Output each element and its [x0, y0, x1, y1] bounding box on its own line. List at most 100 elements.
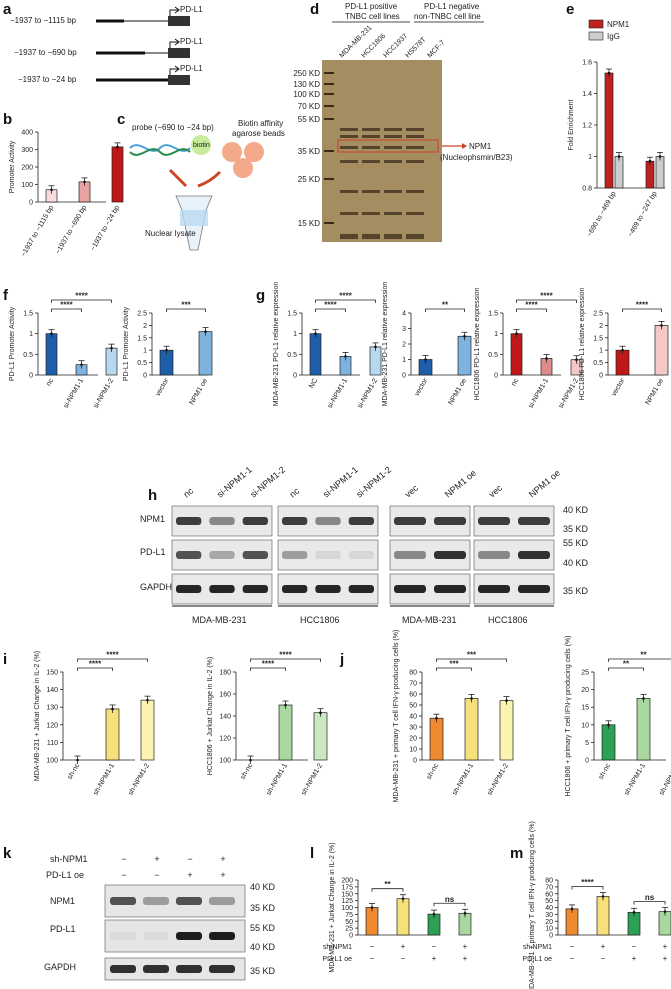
gel-marker-label: 250 KD — [293, 69, 320, 78]
y-tick-label: 100 — [21, 182, 33, 189]
ladder-band — [324, 150, 334, 152]
blot-band — [282, 585, 308, 593]
x-tick-label: −469 to −247 bp — [627, 190, 659, 238]
data-point — [83, 180, 86, 184]
y-tick-label: 120 — [219, 736, 231, 743]
sig-label: *** — [449, 660, 459, 669]
sig-label: ** — [442, 301, 449, 310]
sign-mark: + — [663, 954, 668, 963]
row-label-gapdh: GAPDH — [140, 582, 172, 592]
bar — [499, 700, 514, 761]
x-tick-label: sh-NPM1-2 — [127, 762, 151, 796]
data-point — [424, 358, 427, 361]
y-tick-label: 10 — [545, 926, 553, 933]
x-tick-label: sh-NPM1-1 — [92, 762, 116, 796]
sign-mark: − — [401, 954, 406, 963]
probe-label: probe (−690 to −24 bp) — [132, 123, 214, 132]
sign-mark: + — [663, 942, 668, 951]
blot-band — [176, 551, 202, 559]
data-point — [642, 697, 645, 700]
bar — [636, 698, 651, 761]
k-sign-oe: − — [121, 870, 126, 880]
chart-f1: 0 0.5 1 1.5 PD-L1 Promoter Activity nc si-NPM1… — [9, 292, 118, 410]
bar — [654, 325, 669, 376]
npm1-band-box — [337, 139, 439, 153]
sig-label: ** — [384, 880, 391, 889]
sign-mark: + — [463, 942, 468, 951]
panel-k-western: sh-NPM1 PD-L1 oe − + − + − − + + NPM1 PD-L1 GAP… — [44, 854, 276, 981]
y-tick-label: 0 — [349, 933, 353, 940]
sig-label: **** — [262, 660, 275, 669]
marker-55kd: 55 KD — [563, 538, 589, 548]
y-tick-label: 30 — [409, 725, 417, 732]
bar — [596, 896, 610, 936]
gel-marker-label: 130 KD — [293, 80, 320, 89]
data-point — [505, 699, 508, 702]
gel-band — [384, 160, 402, 163]
data-point — [607, 71, 611, 75]
y-tick-label: 1 — [494, 331, 498, 338]
sign-mark: + — [401, 942, 406, 951]
chart-b: 0 100 200 300 400 Promoter Activity −1937 to −… — [9, 130, 124, 258]
k-sign-sh: + — [154, 854, 159, 864]
group-neg-label: PD-L1 negative — [424, 2, 480, 11]
blot-band — [176, 517, 202, 525]
y-tick-label: 0 — [29, 200, 33, 207]
sig-label: **** — [60, 301, 73, 310]
data-point — [575, 358, 578, 362]
x-tick-label: sh-NPM1-2 — [486, 762, 510, 796]
x-tick-label: sh-nc — [240, 762, 255, 781]
sig-label: **** — [324, 301, 337, 310]
gene-box-2 — [168, 48, 190, 58]
data-point — [374, 345, 377, 349]
blot-band — [348, 585, 374, 593]
sign-mark: − — [601, 954, 606, 963]
gel-band — [384, 128, 402, 131]
blot-band — [434, 551, 466, 559]
blot-lane-label: NPM1 oe — [527, 468, 562, 500]
y-tick-label: 100 — [219, 758, 231, 765]
x-tick-label: −1937 to −1115 bp — [20, 204, 55, 258]
ladder-band — [324, 118, 334, 120]
lysate-label: Nuclear lysate — [145, 229, 196, 238]
x-tick-label: sh-NPM1-2 — [658, 762, 671, 796]
bar — [105, 708, 120, 761]
sig-label: ** — [623, 660, 630, 669]
panel-label-i: i — [3, 651, 7, 668]
blot-band — [518, 517, 550, 525]
blot-lane-label: nc — [182, 485, 196, 499]
k-marker-40kd: 40 KD — [250, 882, 276, 892]
data-point — [658, 155, 662, 158]
row-label-npm1: NPM1 — [140, 514, 165, 524]
sign-mark: + — [432, 954, 437, 963]
gel-band — [362, 135, 380, 138]
bar — [604, 72, 614, 189]
bar — [313, 712, 328, 761]
x-tick-label: si-NPM1-2 — [93, 377, 116, 409]
bar — [105, 347, 118, 376]
y-tick-label: 30 — [545, 912, 553, 919]
legend-swatch — [588, 31, 604, 41]
ladder-band — [324, 222, 334, 224]
data-point — [116, 145, 119, 149]
y-tick-label: 125 — [341, 898, 353, 905]
data-point — [319, 711, 322, 714]
data-point — [617, 155, 621, 158]
y-tick-label: 1 — [402, 357, 406, 364]
gel-band — [384, 146, 402, 149]
data-point — [110, 346, 113, 350]
gel-band — [406, 146, 424, 149]
beads-label-2: agarose beads — [232, 129, 285, 138]
bar — [396, 898, 410, 936]
x-tick-label: sh-nc — [426, 762, 441, 781]
gel-band — [406, 212, 424, 215]
data-point — [663, 910, 667, 913]
sig-label: **** — [636, 301, 649, 310]
y-tick-label: 0.8 — [582, 186, 592, 193]
k-blot-band — [176, 932, 202, 940]
y-tick-label: 0.5 — [287, 352, 297, 359]
group-neg-label-2: non-TNBC cell line — [414, 12, 481, 21]
y-tick-label: 80 — [409, 670, 417, 677]
cell-label-4: HCC1806 — [488, 615, 528, 625]
y-tick-label: 100 — [46, 758, 58, 765]
